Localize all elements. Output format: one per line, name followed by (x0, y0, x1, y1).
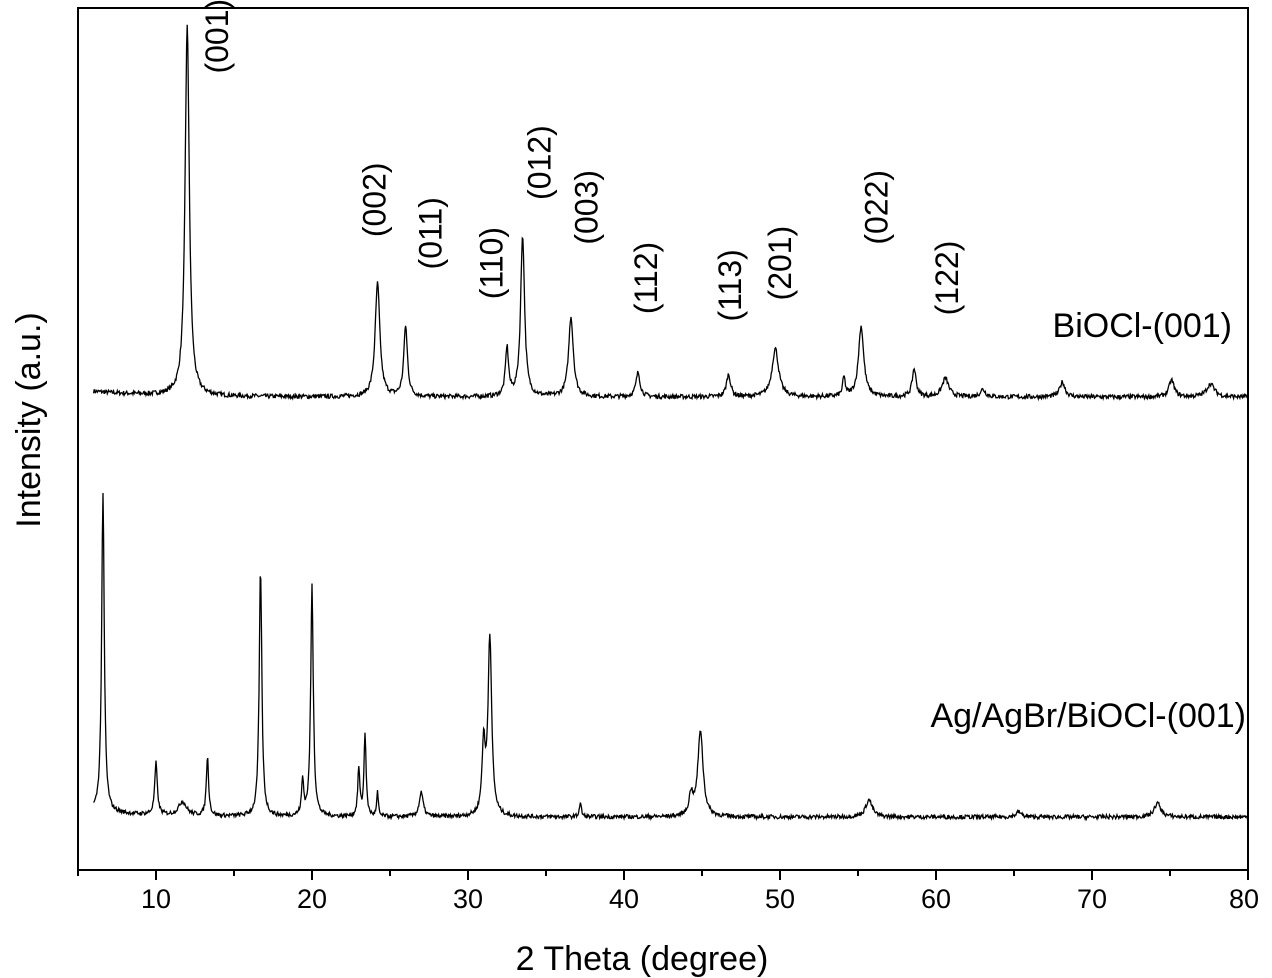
x-tick-label: 20 (297, 884, 327, 914)
x-tick-label: 30 (453, 884, 483, 914)
peak-label-8: (113) (712, 249, 748, 321)
peak-label-7: (112) (628, 242, 664, 314)
peak-label-6: (003) (569, 170, 605, 245)
series-label-1: BiOCl-(001) (1053, 307, 1232, 345)
peak-label-10: (022) (859, 170, 895, 245)
x-tick-label: 80 (1229, 884, 1259, 914)
y-axis-label: Intensity (a.u.) (10, 312, 48, 527)
peak-label-3: (011) (413, 197, 449, 269)
peak-label-1: (001) (199, 0, 235, 74)
x-tick-label: 60 (921, 884, 951, 914)
peak-label-2: (002) (356, 162, 392, 237)
x-tick-label: 50 (765, 884, 795, 914)
peak-label-9: (201) (762, 226, 798, 301)
x-tick-label: 10 (141, 884, 171, 914)
peak-label-4: (110) (473, 227, 509, 299)
peak-label-5: (012) (522, 125, 558, 200)
x-axis-label: 2 Theta (degree) (516, 940, 769, 978)
series-label-2: Ag/AgBr/BiOCl-(001) (930, 697, 1246, 735)
x-tick-label: 40 (609, 884, 639, 914)
x-tick-label: 70 (1077, 884, 1107, 914)
peak-label-11: (122) (929, 241, 965, 316)
